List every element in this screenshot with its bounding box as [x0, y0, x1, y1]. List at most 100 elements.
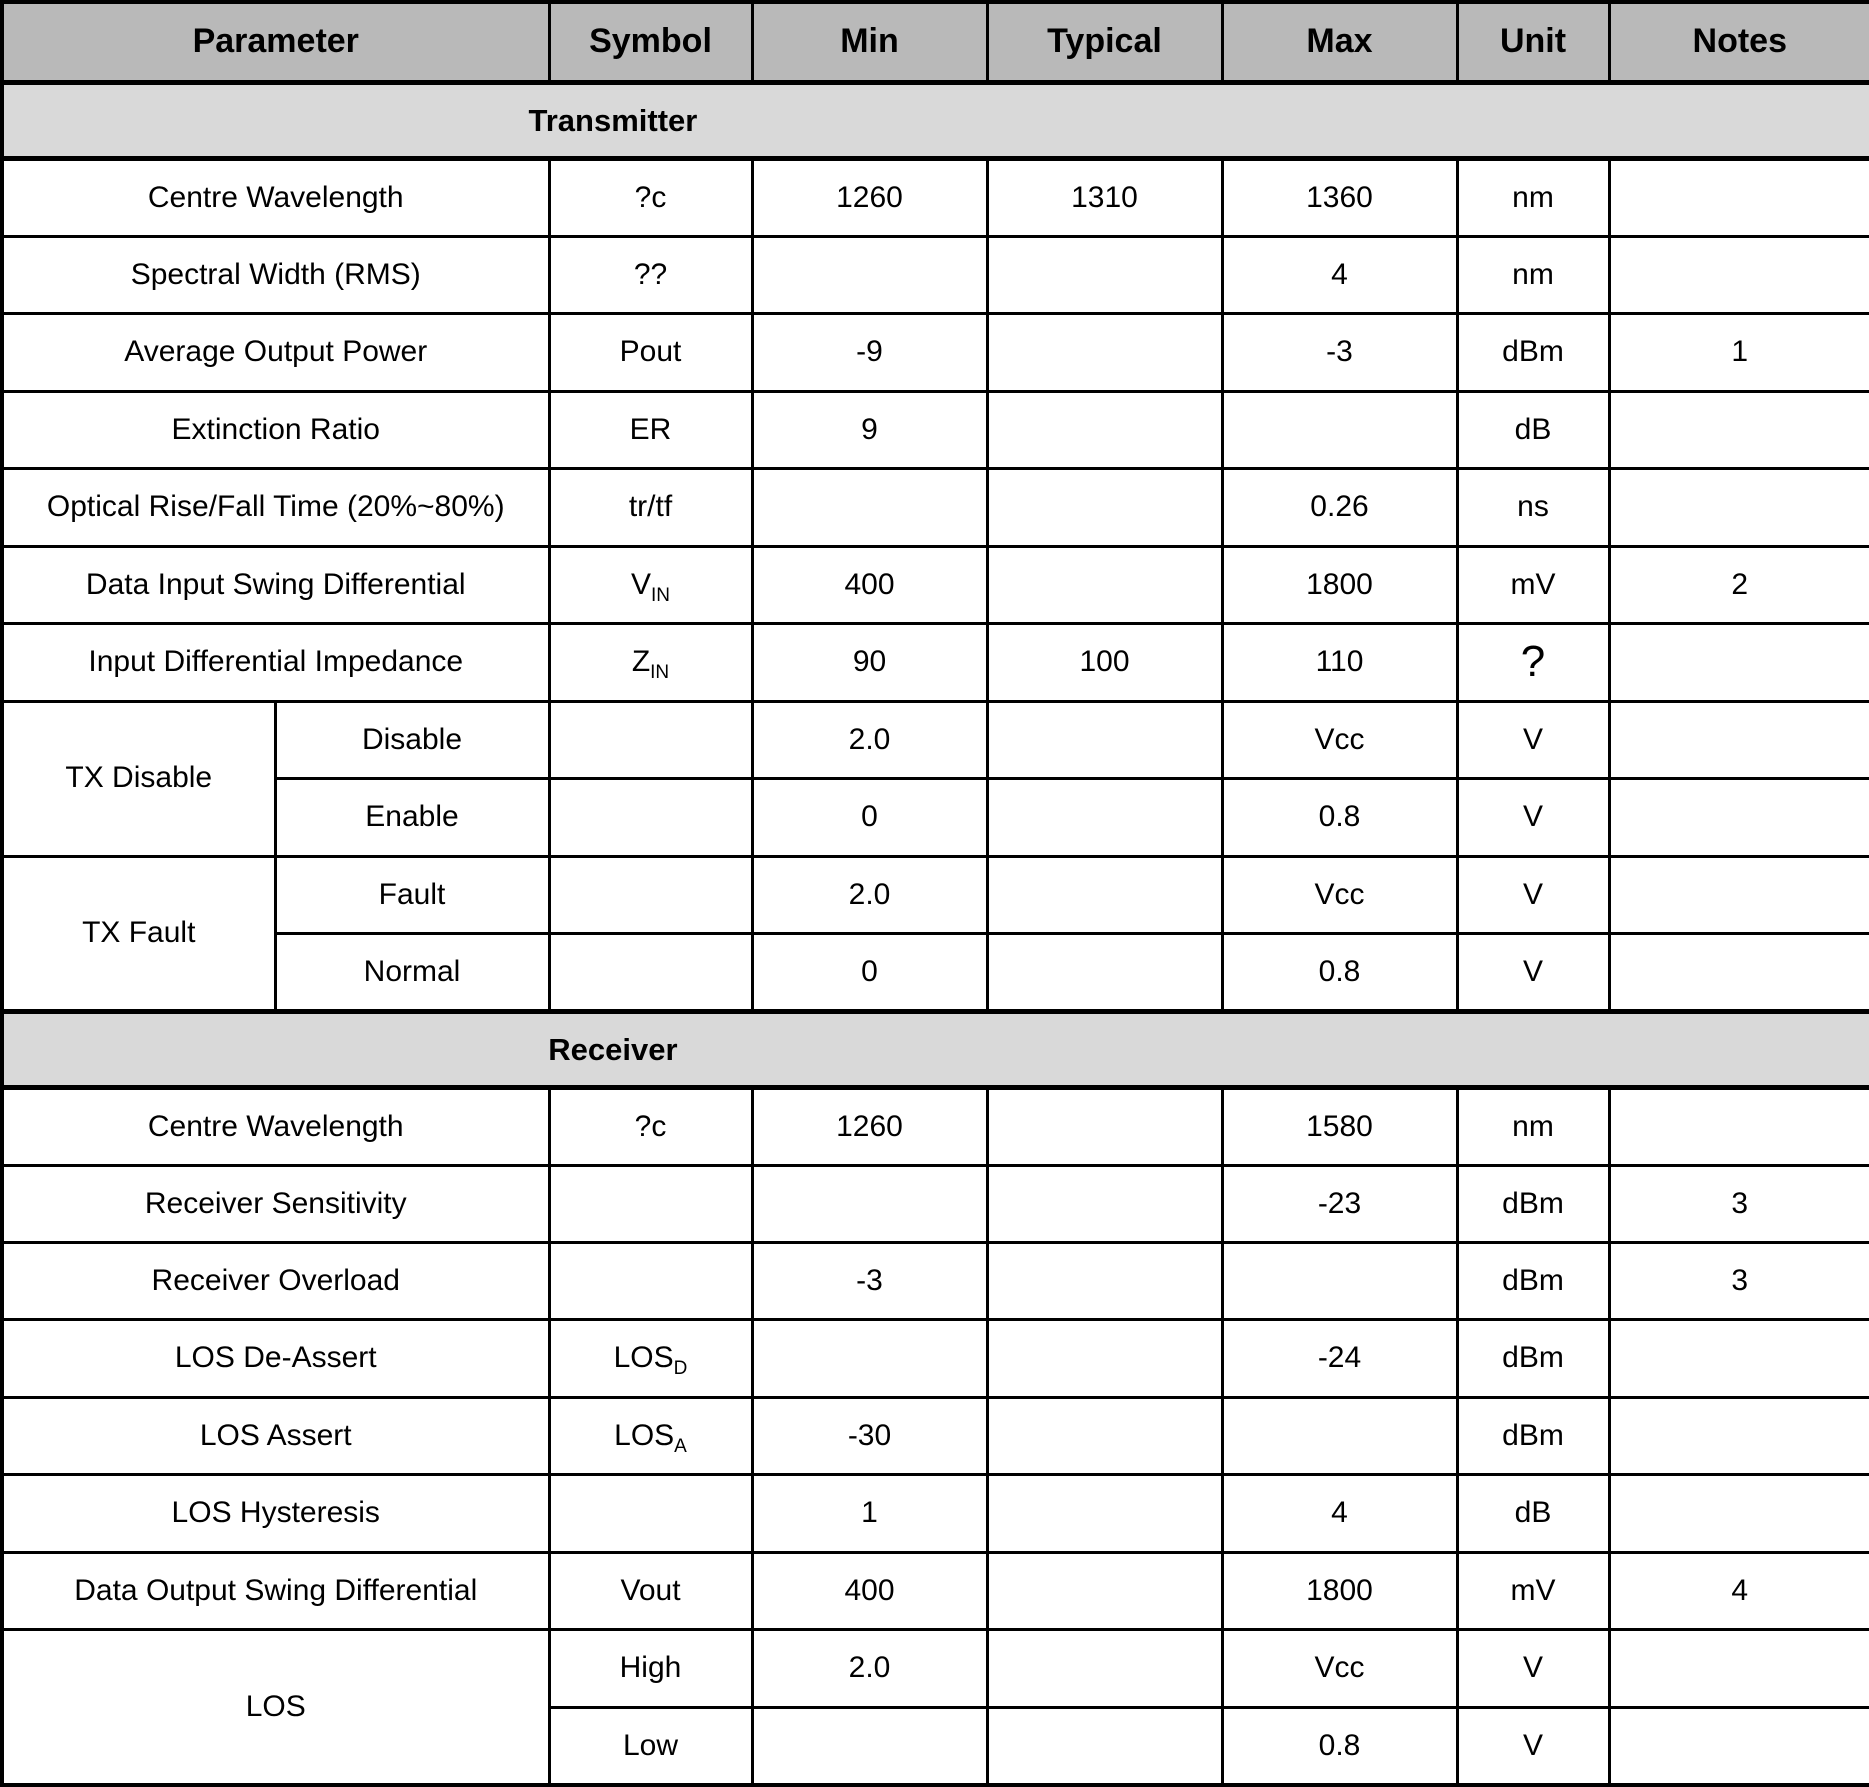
typical-cell: [985, 389, 1224, 471]
group-label-cell: TX Fault: [0, 854, 277, 1013]
notes-cell: [1607, 1395, 1869, 1477]
max-cell: 1800: [1220, 1550, 1459, 1632]
min-cell: 9: [750, 389, 989, 471]
typical-cell: [985, 1628, 1224, 1709]
min-cell: 1: [750, 1473, 989, 1554]
typical-cell: [985, 1240, 1224, 1322]
max-cell: 0.8: [1220, 777, 1459, 858]
unit-cell: V: [1455, 854, 1611, 936]
min-cell: [750, 467, 989, 548]
min-cell: 2.0: [750, 854, 989, 936]
col-header-min: Min: [750, 0, 989, 85]
typical-cell: [985, 1395, 1224, 1477]
notes-cell: [1607, 622, 1869, 703]
symbol-cell: [547, 1163, 754, 1245]
max-cell: 4: [1220, 1473, 1459, 1554]
unit-cell: dB: [1455, 389, 1611, 471]
unit-cell: mV: [1455, 544, 1611, 626]
col-header-typical: Typical: [985, 0, 1224, 85]
unit-cell: dBm: [1455, 312, 1611, 393]
unit-cell: V: [1455, 1628, 1611, 1709]
section-header-transmitter: Transmitter: [0, 79, 1869, 162]
max-cell: -3: [1220, 312, 1459, 393]
group-label-cell: LOS: [0, 1628, 551, 1787]
notes-cell: 1: [1607, 312, 1869, 393]
table-row: Low 0.8 V: [2, 1705, 1869, 1787]
typical-cell: [985, 1086, 1224, 1167]
symbol-base: Z: [631, 645, 651, 679]
symbol-base: ?c: [634, 1109, 667, 1143]
unit-cell: ?: [1455, 622, 1611, 703]
notes-cell: [1607, 1705, 1869, 1787]
max-cell: [1220, 1240, 1459, 1322]
symbol-cell: [547, 1240, 754, 1322]
typical-cell: [985, 467, 1224, 548]
max-cell: [1220, 389, 1459, 471]
max-cell: 1360: [1220, 157, 1459, 238]
symbol-cell: [547, 699, 754, 781]
symbol-base: ER: [629, 412, 672, 446]
state-cell: Low: [547, 1705, 754, 1787]
notes-cell: [1607, 389, 1869, 471]
table-row: Receiver Overload -3 dBm 3: [0, 1240, 1869, 1322]
header-row: Parameter Symbol Min Typical Max Unit No…: [0, 0, 1869, 85]
min-cell: 2.0: [750, 699, 989, 781]
notes-cell: [1607, 854, 1869, 936]
unit-cell: nm: [1455, 157, 1611, 238]
param-cell: LOS Assert: [0, 1395, 551, 1477]
min-cell: 0: [750, 777, 989, 858]
unit-cell: V: [1455, 699, 1611, 781]
typical-cell: [985, 932, 1224, 1013]
typical-cell: [985, 1550, 1224, 1632]
symbol-cell: Vout: [547, 1550, 754, 1632]
param-cell: Receiver Overload: [0, 1240, 551, 1322]
param-cell: Spectral Width (RMS): [0, 234, 551, 316]
table-row: Average Output Power Pout -9 -3 dBm 1: [0, 312, 1869, 393]
notes-cell: [1607, 1473, 1869, 1554]
param-cell: Data Input Swing Differential: [0, 544, 551, 626]
unit-cell: dBm: [1455, 1163, 1611, 1245]
max-cell: 110: [1220, 622, 1459, 703]
param-cell: Optical Rise/Fall Time (20%~80%): [0, 467, 551, 548]
table-row: LOS De-Assert LOSD -24 dBm: [0, 1318, 1869, 1399]
symbol-base: LOS: [614, 1418, 675, 1452]
min-cell: [750, 1163, 989, 1245]
table-row: Data Output Swing Differential Vout 400 …: [0, 1550, 1869, 1632]
symbol-cell: [547, 777, 754, 858]
typical-cell: [985, 699, 1224, 781]
symbol-cell: VIN: [547, 544, 754, 626]
symbol-cell: ??: [547, 234, 754, 316]
state-cell: Normal: [273, 932, 551, 1013]
symbol-cell: LOSA: [547, 1395, 754, 1477]
table-row: Receiver Sensitivity -23 dBm 3: [0, 1163, 1869, 1245]
max-cell: Vcc: [1220, 854, 1459, 936]
symbol-cell: LOSD: [547, 1318, 754, 1399]
unit-cell: ns: [1455, 467, 1611, 548]
typical-cell: [985, 1163, 1224, 1245]
unit-cell: dBm: [1455, 1395, 1611, 1477]
min-cell: [750, 234, 989, 316]
section-row-receiver: Receiver: [0, 1008, 1869, 1091]
col-header-parameter: Parameter: [0, 0, 551, 85]
unit-cell: V: [1455, 932, 1611, 1013]
notes-cell: [1607, 777, 1869, 858]
notes-cell: 3: [1607, 1240, 1869, 1322]
unit-cell: V: [1455, 1705, 1611, 1787]
param-cell: LOS De-Assert: [0, 1318, 551, 1399]
param-cell: Centre Wavelength: [0, 1086, 551, 1167]
max-cell: 0.26: [1220, 467, 1459, 548]
min-cell: -30: [750, 1395, 989, 1477]
max-cell: Vcc: [1220, 1628, 1459, 1709]
table-row: Spectral Width (RMS) ?? 4 nm: [0, 234, 1869, 316]
col-header-max: Max: [1220, 0, 1459, 85]
min-cell: 2.0: [750, 1628, 989, 1709]
notes-cell: 2: [1607, 544, 1869, 626]
unit-cell: nm: [1455, 234, 1611, 316]
min-cell: 1260: [750, 1086, 989, 1167]
symbol-base: tr/tf: [628, 490, 673, 524]
notes-cell: [1607, 1086, 1869, 1167]
param-cell: Input Differential Impedance: [0, 622, 551, 703]
symbol-cell: [547, 854, 754, 936]
max-cell: 1580: [1220, 1086, 1459, 1167]
